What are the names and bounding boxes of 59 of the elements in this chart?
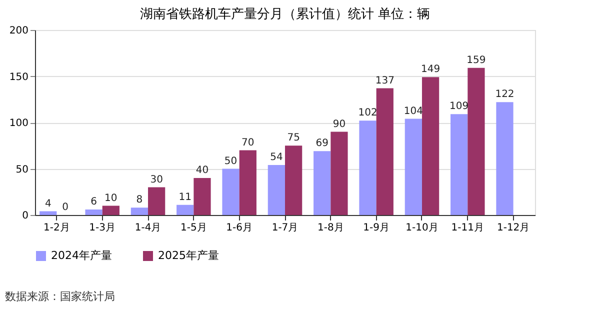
data-label: 10 bbox=[104, 192, 118, 204]
y-tick-label: 100 bbox=[9, 118, 28, 129]
bar bbox=[404, 118, 422, 215]
data-label: 8 bbox=[136, 194, 143, 206]
legend-label: 2024年产量 bbox=[51, 249, 112, 262]
bar bbox=[468, 68, 485, 215]
bar bbox=[130, 208, 148, 215]
bar bbox=[285, 146, 302, 215]
bar bbox=[314, 151, 331, 215]
bar bbox=[268, 165, 285, 215]
legend-label: 2025年产量 bbox=[158, 249, 219, 262]
bar bbox=[222, 168, 240, 215]
bar bbox=[239, 150, 256, 215]
bar bbox=[376, 88, 394, 215]
bar bbox=[330, 132, 348, 215]
source-note: 数据来源：国家统计局 bbox=[5, 290, 115, 303]
x-tick-label: 1-10月 bbox=[406, 222, 438, 234]
data-label: 6 bbox=[90, 196, 97, 208]
data-label: 30 bbox=[150, 174, 163, 186]
data-label: 69 bbox=[316, 138, 328, 150]
x-tick-label: 1-5月 bbox=[180, 222, 207, 234]
data-label: 102 bbox=[358, 108, 378, 119]
data-label: 11 bbox=[178, 192, 192, 203]
data-label: 149 bbox=[421, 64, 440, 76]
x-tick-label: 1-11月 bbox=[451, 222, 484, 234]
y-tick-label: 0 bbox=[22, 210, 28, 222]
x-tick-label: 1-9月 bbox=[363, 222, 390, 234]
chart-title: 湖南省铁路机车产量分月（累计值）统计 单位：辆 bbox=[140, 7, 430, 22]
data-label: 4 bbox=[44, 198, 52, 210]
bar bbox=[40, 211, 57, 215]
data-label: 50 bbox=[224, 156, 238, 167]
bar bbox=[148, 187, 166, 215]
data-label: 122 bbox=[495, 89, 514, 100]
y-tick-label: 200 bbox=[9, 26, 28, 36]
x-tick-label: 1-4月 bbox=[134, 222, 162, 234]
data-label: 75 bbox=[287, 132, 300, 144]
data-label: 0 bbox=[62, 202, 68, 213]
x-tick-label: 1-3月 bbox=[89, 222, 116, 234]
data-label: 137 bbox=[375, 75, 394, 86]
bar bbox=[85, 209, 102, 215]
data-label: 90 bbox=[332, 118, 346, 130]
bar bbox=[450, 114, 468, 215]
x-tick-label: 1-12月 bbox=[496, 222, 530, 234]
bar bbox=[176, 204, 194, 215]
data-label: 40 bbox=[196, 165, 209, 176]
bar bbox=[422, 77, 440, 215]
y-tick-label: 50 bbox=[16, 164, 28, 176]
bar bbox=[359, 120, 376, 215]
bar bbox=[194, 178, 211, 215]
y-tick-label: 150 bbox=[9, 72, 28, 83]
x-tick-label: 1-6月 bbox=[226, 222, 253, 234]
bar bbox=[496, 102, 514, 215]
data-label: 54 bbox=[270, 152, 283, 164]
data-label: 159 bbox=[466, 54, 486, 66]
x-tick-label: 1-2月 bbox=[44, 222, 70, 234]
x-tick-label: 1-8月 bbox=[317, 222, 344, 234]
data-label: 70 bbox=[242, 137, 254, 148]
bar bbox=[102, 206, 120, 215]
x-tick-label: 1-7月 bbox=[272, 222, 298, 234]
